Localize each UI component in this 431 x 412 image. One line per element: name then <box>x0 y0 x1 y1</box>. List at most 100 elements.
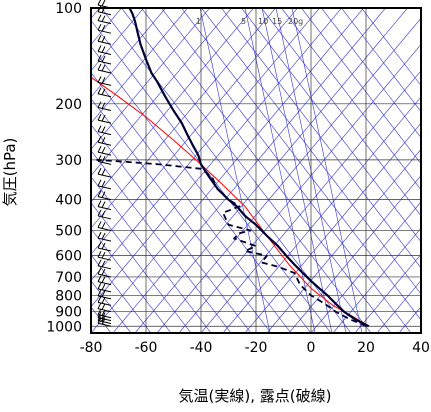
mixing-ratio-label: 1 <box>196 17 201 26</box>
wind-barb-shaft <box>97 11 112 16</box>
x-axis-ticks: -80 -60 -40 -20 0 20 40 <box>80 340 430 356</box>
wind-barb <box>97 35 112 45</box>
wind-barb <box>97 23 112 34</box>
wind-barb-feather <box>101 297 106 304</box>
isotherm-line <box>91 8 298 255</box>
adiabat-line <box>201 8 421 295</box>
wind-barb-shaft <box>97 93 112 98</box>
wind-barb-feather <box>97 167 102 175</box>
wind-barb <box>97 54 112 65</box>
isotherm-line <box>200 70 421 333</box>
wind-barb <box>97 76 112 86</box>
wind-barb <box>97 200 112 211</box>
mixing-ratio-label: 10 <box>258 17 268 26</box>
y-tick-label: 200 <box>55 97 82 113</box>
wind-barb-feather <box>101 36 106 43</box>
wind-barb-shaft <box>97 226 112 231</box>
dewpoint-line <box>96 158 367 328</box>
wind-barb-shaft <box>97 237 112 242</box>
isotherm-line <box>0 0 325 333</box>
isotherm-line <box>0 0 259 333</box>
y-tick-label: 100 <box>55 1 82 17</box>
adiabat-line <box>121 8 372 333</box>
mixing-ratio-line <box>291 8 363 333</box>
wind-barb-shaft <box>97 141 112 146</box>
wind-barb-feather <box>97 76 102 83</box>
wind-barb-feather <box>101 303 106 310</box>
wind-barb-feather <box>97 231 102 239</box>
plot-frame <box>90 7 422 334</box>
isotherm-line <box>91 8 254 203</box>
adiabat-line <box>91 72 292 333</box>
mixing-ratio-label: 20g <box>288 17 303 26</box>
wind-barb <box>97 221 112 231</box>
adiabat-line <box>91 176 212 333</box>
wind-barb <box>97 267 112 278</box>
wind-barb-shaft <box>97 151 112 156</box>
wind-barb-shaft <box>97 308 112 313</box>
isotherm-line <box>266 148 421 333</box>
adiabat-line <box>241 8 421 243</box>
wind-barb-feather <box>101 64 106 72</box>
wind-barb-feather <box>101 137 106 144</box>
wind-barb-feather <box>101 268 106 276</box>
isotherm-line <box>310 201 421 333</box>
mixing-ratio-label: 15 <box>272 17 282 26</box>
isotherm-line <box>376 280 421 333</box>
wind-barb-feather <box>101 0 106 7</box>
adiabat-line <box>301 8 421 165</box>
wind-barb-shaft <box>97 60 112 65</box>
wind-barb-feather <box>101 146 106 154</box>
wind-barb-feather <box>97 267 102 275</box>
wind-barb-feather <box>97 136 102 143</box>
wind-barb-shaft <box>97 288 112 293</box>
adiabat-line <box>91 202 192 333</box>
wind-barb-shaft <box>97 196 112 201</box>
wind-barb-feather <box>97 54 102 62</box>
wind-barb-shaft <box>97 81 112 86</box>
wind-barb-feather <box>97 113 102 121</box>
x-tick-label: -40 <box>190 340 213 356</box>
wind-barb <box>97 259 112 270</box>
wind-barb-feather <box>97 35 102 42</box>
x-tick-label: -20 <box>245 340 268 356</box>
wind-barb-shaft <box>97 322 112 327</box>
y-tick-label: 700 <box>55 270 82 286</box>
adiabat-line <box>91 150 232 333</box>
y-tick-label: 500 <box>55 223 82 239</box>
mixing-ratio-line <box>261 8 333 333</box>
wind-barb-feather <box>101 251 106 259</box>
adiabat-line <box>141 8 392 333</box>
y-tick-label: 300 <box>55 153 82 169</box>
wind-barb-shaft <box>97 107 112 112</box>
wind-barb-shaft <box>97 301 112 306</box>
wind-barb-shaft <box>97 119 112 124</box>
wind-barb-feather <box>97 63 102 71</box>
wind-barb-shaft <box>97 51 112 55</box>
wind-barb <box>97 155 112 165</box>
wind-barb-feather <box>101 156 106 163</box>
wind-barb-feather <box>101 201 106 208</box>
wind-barb-shaft <box>97 215 112 220</box>
wind-barb-shaft <box>97 160 112 165</box>
wind-barb-feather <box>97 259 102 267</box>
wind-barb-feather <box>97 275 102 282</box>
y-tick-label: 400 <box>55 193 82 209</box>
isotherm-line <box>134 8 408 333</box>
wind-barb <box>97 136 112 146</box>
wind-barb-feather <box>97 200 102 207</box>
wind-barb <box>97 289 112 300</box>
y-tick-label: 900 <box>55 305 82 321</box>
adiabat-line <box>91 98 272 333</box>
x-tick-label: 20 <box>357 340 375 356</box>
wind-barb-shaft <box>97 273 112 278</box>
wind-barb-feather <box>97 296 102 303</box>
isotherm-line <box>91 8 144 72</box>
wind-barb-feather <box>101 191 106 198</box>
isotherm-line <box>91 8 342 308</box>
wind-barb-feather <box>101 210 106 218</box>
isotherm-line <box>332 227 421 333</box>
